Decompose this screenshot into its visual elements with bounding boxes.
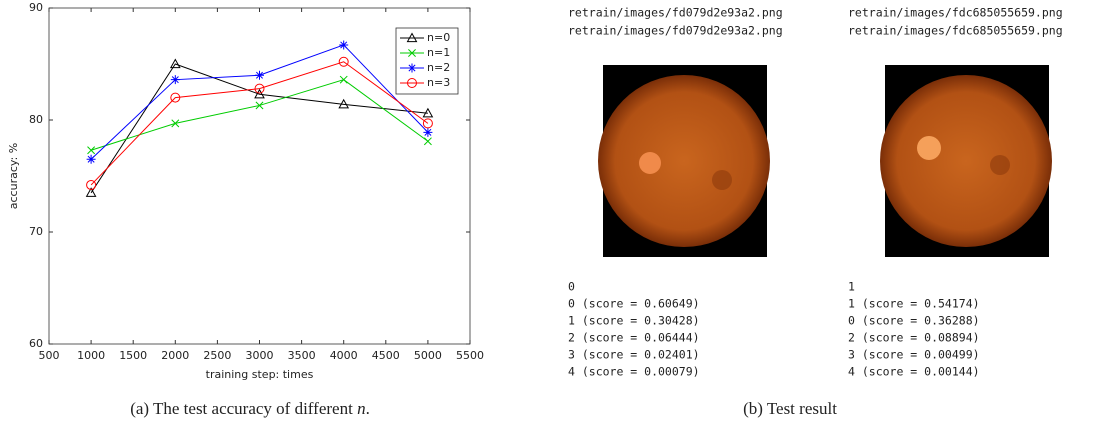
x-tick-label: 500 [39,349,60,362]
marker [87,155,96,164]
caption: (a) The test accuracy of different n. [130,399,370,418]
y-axis-label: accuracy: % [7,143,20,209]
y-tick-label: 90 [29,1,43,14]
x-tick-label: 4000 [330,349,358,362]
page: 500 1000 1500 2000 2500 3000 3500 4000 4500 5000 5… [0,0,1099,425]
marker [408,64,417,73]
legend: n=0 n=1 n=2 n=3 [396,28,458,94]
caption-part: (a) The test accuracy of different [130,399,357,418]
score-line: 2 (score = 0.06444) [568,331,700,345]
caption: (b) Test result [743,399,837,418]
marker [171,75,180,84]
score-line: 0 (score = 0.60649) [568,297,700,311]
x-tick-label: 1500 [119,349,147,362]
file-path: retrain/images/fdc685055659.png [848,6,1063,20]
file-path: retrain/images/fd079d2e93a2.png [568,6,783,20]
figure: 500 1000 1500 2000 2500 3000 3500 4000 4500 5000 5… [0,0,1099,425]
y-tick-label: 80 [29,113,43,126]
score-line: 3 (score = 0.02401) [568,348,700,362]
file-path: retrain/images/fd079d2e93a2.png [568,24,783,38]
score-line: 2 (score = 0.08894) [848,331,980,345]
x-tick-label: 5500 [456,349,484,362]
score-line: 1 (score = 0.30428) [568,314,700,328]
score-line: 3 (score = 0.00499) [848,348,980,362]
prediction: 1 [848,280,855,294]
score-line: 4 (score = 0.00144) [848,365,980,379]
prediction: 0 [568,280,575,294]
x-tick-label: 4500 [372,349,400,362]
legend-label: n=0 [427,31,450,44]
legend-label: n=3 [427,76,450,89]
file-path: retrain/images/fdc685055659.png [848,24,1063,38]
x-tick-label: 1000 [77,349,105,362]
score-line: 4 (score = 0.00079) [568,365,700,379]
x-tick-label: 3500 [288,349,316,362]
x-tick-label: 5000 [414,349,442,362]
caption-part: n [357,399,366,418]
legend-label: n=1 [427,46,450,59]
x-tick-label: 2000 [161,349,189,362]
caption-part: . [366,399,370,418]
legend-label: n=2 [427,61,450,74]
fundus-image [880,65,1052,257]
score-line: 1 (score = 0.54174) [848,297,980,311]
x-tick-label: 3000 [246,349,274,362]
y-tick-label: 70 [29,225,43,238]
fundus-image [598,65,770,257]
x-tick-label: 2500 [203,349,231,362]
x-axis-label: training step: times [206,368,314,381]
y-tick-label: 60 [29,337,43,350]
score-line: 0 (score = 0.36288) [848,314,980,328]
marker [423,128,432,137]
